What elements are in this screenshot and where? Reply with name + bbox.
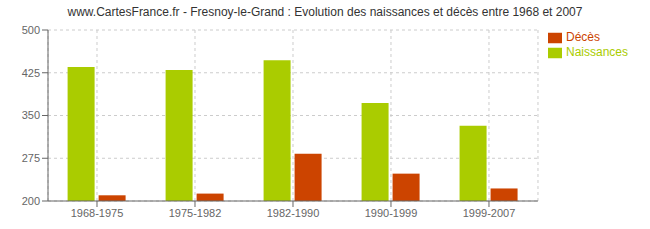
html-text:www.CartesFrance.fr - Fresnoy-: www.CartesFrance.fr - Fresnoy-le-Grand :… <box>67 5 583 19</box>
svg-text:1999-2007: 1999-2007 <box>463 207 516 219</box>
svg-text:425: 425 <box>22 67 40 79</box>
svg-text:500: 500 <box>22 24 40 36</box>
svg-text:1982-1990: 1982-1990 <box>267 207 320 219</box>
html-text:Décès: Décès <box>566 30 600 44</box>
svg-text:1990-1999: 1990-1999 <box>365 207 418 219</box>
html-text:Naissances: Naissances <box>566 44 628 59</box>
svg-text:1975-1982: 1975-1982 <box>169 207 222 219</box>
svg-text:350: 350 <box>22 109 40 121</box>
svg-text:1968-1975: 1968-1975 <box>71 207 124 219</box>
svg-text:200: 200 <box>22 195 40 207</box>
svg-text:275: 275 <box>22 152 40 164</box>
